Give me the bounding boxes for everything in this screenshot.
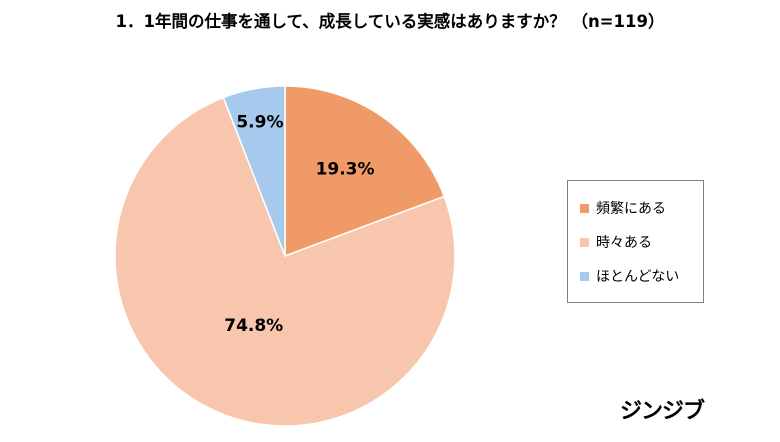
legend-item-sometimes: 時々ある: [580, 225, 703, 259]
legend-swatch: [580, 271, 589, 281]
legend-item-rarely: ほとんどない: [580, 259, 703, 293]
legend-label: 頻繁にある: [596, 201, 666, 217]
legend-label: 時々ある: [596, 235, 652, 251]
chart-title: 1．1年間の仕事を通して、成長している実感はありますか？ （n=119）: [115, 12, 665, 31]
pie-slice-frequently: [284, 85, 446, 258]
data-label-sometimes: 74.8%: [224, 316, 283, 336]
legend-label: ほとんどない: [596, 269, 680, 285]
legend: 頻繁にある 時々ある ほとんどない: [567, 180, 704, 303]
data-label-rarely: 5.9%: [236, 112, 283, 132]
legend-swatch: [580, 203, 589, 213]
pie-slice-sometimes: [114, 96, 456, 427]
brand-logo: ジンジブ: [620, 399, 705, 424]
pie-slice-rarely: [222, 85, 286, 257]
legend-item-frequently: 頻繁にある: [580, 191, 703, 225]
legend-swatch: [580, 237, 589, 247]
data-label-frequently: 19.3%: [316, 159, 375, 179]
